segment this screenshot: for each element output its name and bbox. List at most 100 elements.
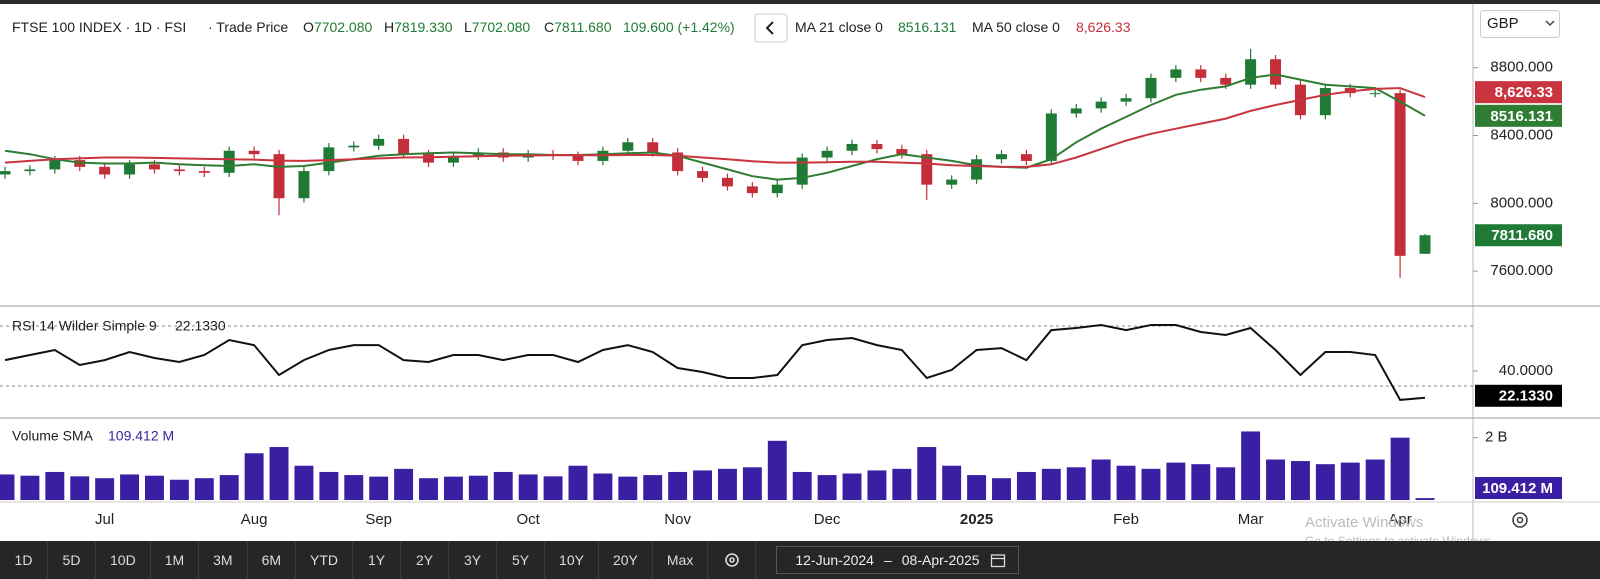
candle-body xyxy=(1319,88,1331,116)
candle-body xyxy=(1394,93,1406,256)
date-range[interactable]: 12-Jun-2024–08-Apr-2025 xyxy=(776,546,1019,574)
volume-bar xyxy=(917,447,937,500)
volume-bar xyxy=(344,475,364,500)
range-button[interactable]: 3Y xyxy=(449,541,498,579)
volume-bar xyxy=(194,478,214,500)
candle-body xyxy=(1045,113,1057,161)
volume-bar xyxy=(169,479,189,500)
ohlc-key: O xyxy=(303,19,314,35)
candle-body xyxy=(198,171,210,173)
range-button[interactable]: Max xyxy=(653,541,709,579)
back-button[interactable] xyxy=(754,13,788,43)
candle-body xyxy=(223,150,235,173)
volume-bar xyxy=(45,471,65,500)
volume-bar xyxy=(1415,498,1435,500)
volume-bar xyxy=(1191,464,1211,500)
currency-select[interactable]: GBP xyxy=(1480,10,1560,38)
date-from: 12-Jun-2024 xyxy=(795,552,874,568)
back-icon xyxy=(765,21,774,35)
volume-bar xyxy=(593,473,613,500)
candle-body xyxy=(124,164,136,175)
candle-body xyxy=(373,138,385,146)
panel-value: 22.1330 xyxy=(175,318,226,334)
candle-body xyxy=(0,171,11,175)
price-tag xyxy=(1475,384,1562,407)
toolbar: 1D 5D 10D 1M 3M 6M YTD 1Y 2Y 3Y 5Y 10Y 20Y Max 12-Jun-… xyxy=(0,541,1600,579)
y-tick-label: 40.0000 xyxy=(1499,362,1553,379)
volume-bar xyxy=(1141,468,1161,500)
x-tick-label: Jul xyxy=(95,511,114,528)
range-button[interactable]: 1D xyxy=(0,541,48,579)
candle-body xyxy=(423,154,434,163)
ohlc-open: O7702.080 xyxy=(303,19,372,35)
volume-bar xyxy=(942,465,962,500)
candle-body xyxy=(1120,98,1132,102)
candle-body xyxy=(672,152,684,172)
y-tick-label: 8000.000 xyxy=(1490,194,1553,211)
price-tag-label: 7811.680 xyxy=(1491,227,1553,244)
date-to: 08-Apr-2025 xyxy=(901,552,980,568)
volume-bar xyxy=(668,471,688,500)
calendar-icon[interactable] xyxy=(990,552,1006,568)
range-button[interactable]: 5D xyxy=(48,541,96,579)
volume-bar xyxy=(0,474,15,500)
candle-body xyxy=(946,179,958,185)
price-tag-label: 8516.131 xyxy=(1490,108,1553,125)
settings-icon[interactable] xyxy=(1512,512,1528,528)
range-button[interactable]: 2Y xyxy=(401,541,450,579)
volume-bar xyxy=(1066,467,1086,500)
calendar-frame xyxy=(990,554,1005,568)
candle-body xyxy=(1419,235,1431,254)
range-button[interactable]: 10D xyxy=(96,541,151,579)
candle-body xyxy=(771,184,783,194)
dropdown-icon xyxy=(1545,20,1555,27)
candle-body xyxy=(49,160,61,170)
candle-body xyxy=(846,143,858,151)
candle-body xyxy=(896,149,908,155)
candle-body xyxy=(1220,77,1232,85)
volume-bar xyxy=(1390,437,1410,500)
range-button[interactable]: 6M xyxy=(248,541,297,579)
volume-bar xyxy=(219,475,239,500)
volume-bar xyxy=(1166,462,1186,500)
range-button[interactable]: 1Y xyxy=(353,541,402,579)
x-tick-label: Aug xyxy=(241,511,268,528)
range-button[interactable]: 5Y xyxy=(497,541,546,579)
volume-bar xyxy=(1116,465,1136,500)
settings-button[interactable] xyxy=(708,541,757,579)
candle-body xyxy=(1020,154,1032,161)
ohlc-value: 7702.080 xyxy=(471,19,531,35)
candle-body xyxy=(1245,59,1257,85)
candle-body xyxy=(647,142,659,153)
candle-body xyxy=(148,164,160,170)
y-tick-label: 7600.000 xyxy=(1490,262,1553,279)
y-tick-label: 8800.000 xyxy=(1490,59,1553,76)
volume-bar xyxy=(767,440,787,500)
top-border xyxy=(0,0,1600,4)
candle-body xyxy=(398,138,410,155)
ohlc-value: 7702.080 xyxy=(313,19,373,35)
price-tag xyxy=(1475,104,1562,127)
range-button[interactable]: 3M xyxy=(199,541,248,579)
range-button[interactable]: 1M xyxy=(151,541,200,579)
volume-bar xyxy=(618,476,638,500)
range-button[interactable]: 10Y xyxy=(545,541,599,579)
volume-bar xyxy=(1290,461,1310,500)
volume-bar xyxy=(369,476,389,500)
candle-body xyxy=(24,169,36,172)
volume-bar xyxy=(717,468,737,500)
range-button[interactable]: 20Y xyxy=(599,541,653,579)
candle-body xyxy=(1070,108,1082,114)
volume-bar xyxy=(1016,471,1036,500)
volume-bar xyxy=(419,478,438,500)
candle-body xyxy=(871,143,883,150)
ohlc-value: 7811.680 xyxy=(554,19,612,35)
volume-bar xyxy=(493,471,513,500)
candle-body xyxy=(1270,59,1282,85)
price-tag-label: 109.412 M xyxy=(1482,480,1553,497)
panel-value: 109.412 M xyxy=(108,428,174,444)
range-button[interactable]: YTD xyxy=(296,541,354,579)
volume-bar xyxy=(1315,464,1335,500)
moving-average-line xyxy=(4,73,1426,181)
